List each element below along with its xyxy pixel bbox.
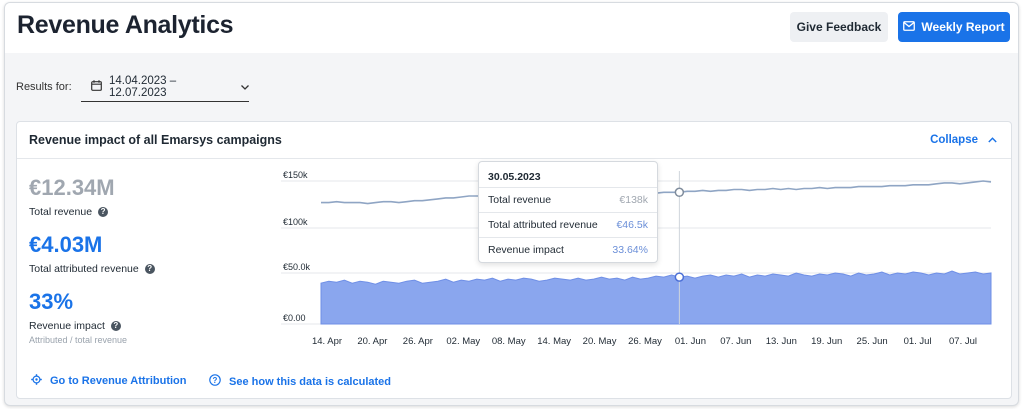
- give-feedback-button[interactable]: Give Feedback: [790, 12, 888, 42]
- total-revenue-label: Total revenue ?: [29, 206, 109, 218]
- revenue-impact-label: Revenue impact ?: [29, 320, 121, 332]
- revenue-impact-label-text: Revenue impact: [29, 320, 105, 332]
- go-to-revenue-attribution-link[interactable]: Go to Revenue Attribution: [31, 374, 186, 388]
- tooltip-label: Total attributed revenue: [488, 219, 598, 231]
- revenue-impact-value: 33%: [29, 289, 74, 314]
- tooltip-value: €46.5k: [616, 219, 648, 231]
- total-revenue-value: €12.34M: [29, 175, 115, 200]
- tooltip-value: 33.64%: [612, 244, 648, 256]
- revenue-impact-formula: Attributed / total revenue: [29, 335, 128, 345]
- help-icon[interactable]: ?: [98, 207, 109, 217]
- weekly-report-button[interactable]: Weekly Report: [898, 12, 1010, 42]
- total-revenue-label-text: Total revenue: [29, 206, 93, 218]
- attributed-revenue-label: Total attributed revenue ?: [29, 263, 155, 275]
- attributed-revenue-value: €4.03M: [29, 232, 103, 257]
- see-calculation-label: See how this data is calculated: [229, 375, 391, 388]
- page-header: Revenue Analytics Give Feedback Weekly R…: [5, 3, 1018, 53]
- collapse-button[interactable]: Collapse: [930, 134, 997, 146]
- results-for-label: Results for:: [16, 81, 72, 93]
- gear-icon: [31, 374, 42, 388]
- date-range-value: 14.04.2023 – 12.07.2023: [109, 75, 177, 99]
- tooltip-label: Revenue impact: [488, 244, 564, 256]
- help-icon[interactable]: ?: [144, 264, 155, 274]
- go-to-revenue-attribution-label: Go to Revenue Attribution: [50, 375, 187, 387]
- attributed-revenue-label-text: Total attributed revenue: [29, 263, 139, 275]
- card-header: Revenue impact of all Emarsys campaigns …: [17, 122, 1011, 159]
- chart-tooltip: 30.05.2023 Total revenue €138k Total att…: [478, 161, 658, 263]
- chevron-down-icon: [241, 81, 249, 93]
- tooltip-row-revenue-impact: Revenue impact 33.64%: [479, 237, 657, 262]
- weekly-report-label: Weekly Report: [921, 20, 1005, 34]
- tooltip-date: 30.05.2023: [488, 171, 541, 183]
- tooltip-row-total-revenue: Total revenue €138k: [479, 187, 657, 212]
- help-circle-icon: ?: [209, 374, 221, 389]
- tooltip-label: Total revenue: [488, 194, 552, 206]
- see-calculation-link[interactable]: ? See how this data is calculated: [209, 374, 391, 389]
- page-title: Revenue Analytics: [17, 11, 234, 39]
- svg-text:?: ?: [213, 376, 218, 385]
- collapse-label: Collapse: [930, 134, 978, 146]
- help-icon[interactable]: ?: [110, 321, 121, 331]
- date-range-picker[interactable]: 14.04.2023 – 12.07.2023: [81, 73, 249, 102]
- chevron-up-icon: [988, 134, 997, 146]
- mail-icon: [903, 20, 916, 34]
- tooltip-value: €138k: [619, 194, 648, 206]
- calendar-icon: [91, 80, 102, 94]
- tooltip-row-attributed-revenue: Total attributed revenue €46.5k: [479, 212, 657, 237]
- card-title: Revenue impact of all Emarsys campaigns: [29, 133, 282, 147]
- app-window: Revenue Analytics Give Feedback Weekly R…: [4, 2, 1019, 406]
